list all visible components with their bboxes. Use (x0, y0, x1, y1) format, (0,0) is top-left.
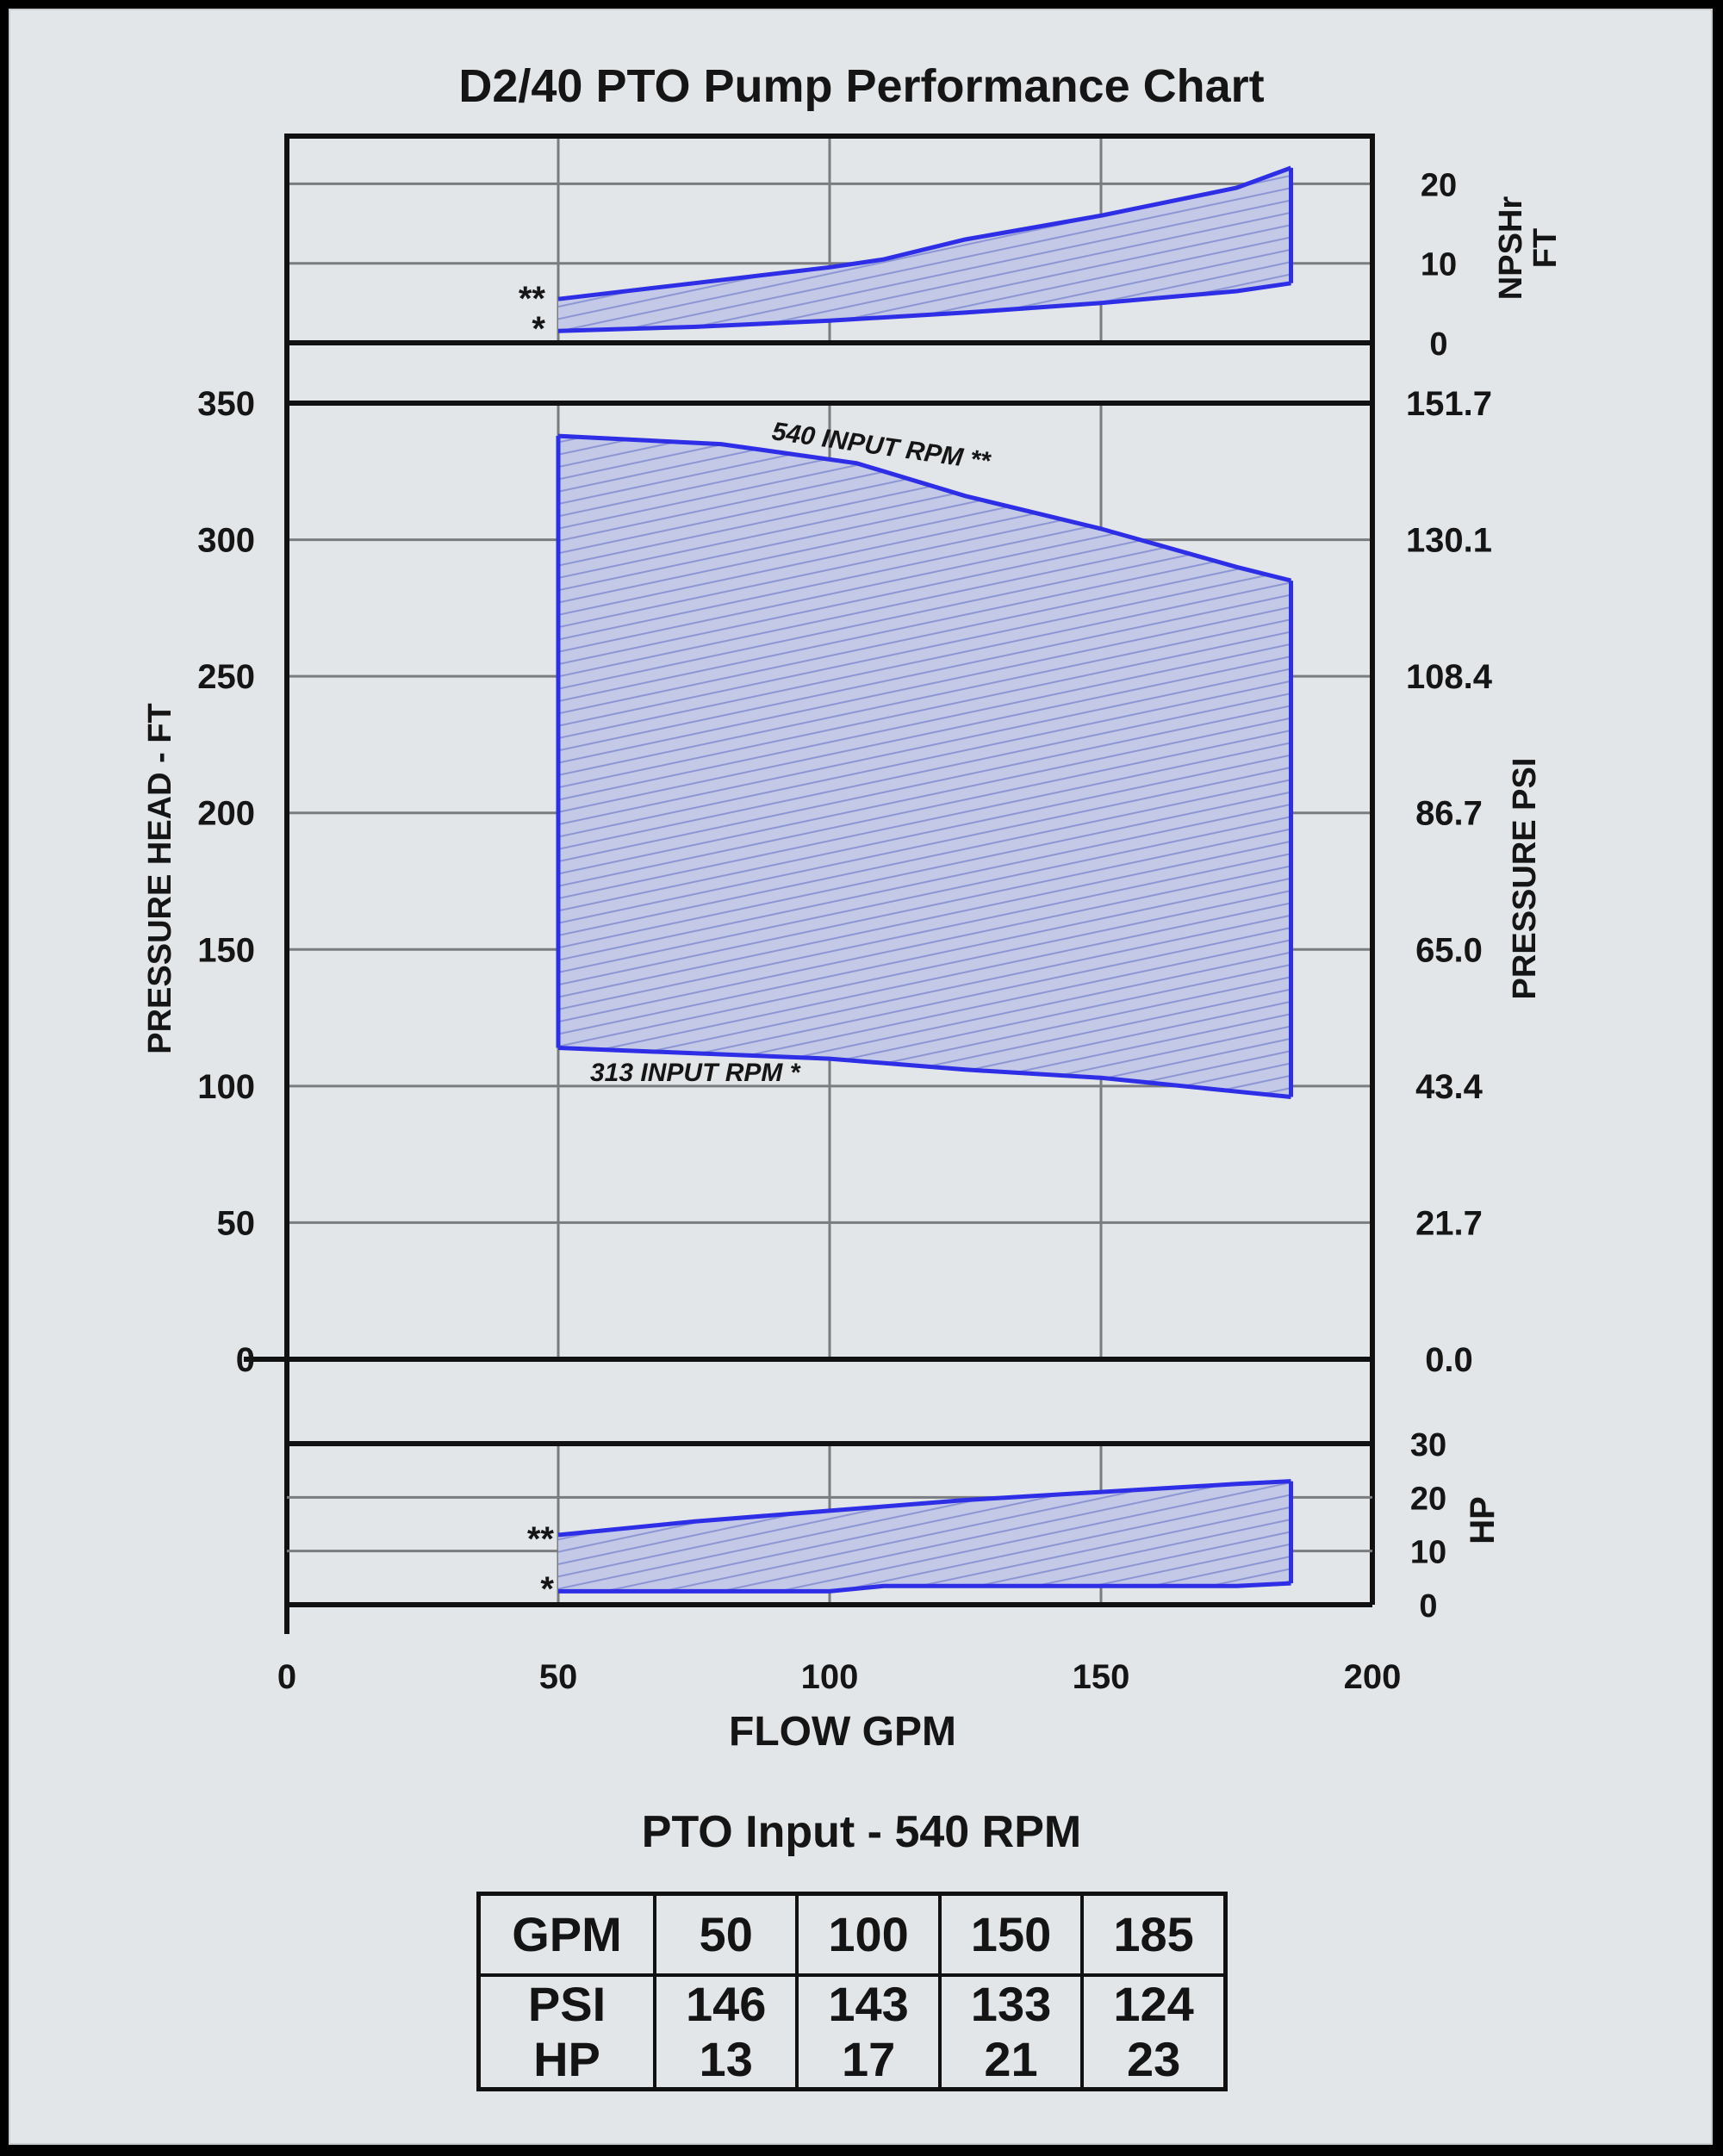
npshr-curve-540-rpm (557, 165, 1292, 301)
pressure-curve-540-rpm (557, 433, 1292, 583)
hp-axis-label: HP (1464, 1496, 1502, 1544)
npshr-y-tick-label: 20 (1421, 167, 1457, 203)
pressure-curve-label-313: 313 INPUT RPM * (590, 1059, 801, 1087)
hp-value: 21 (984, 2032, 1038, 2086)
y-tick-label-left: 150 (197, 931, 255, 969)
npshr-band (558, 167, 1291, 332)
y-tick-label-left: 250 (197, 658, 255, 696)
x-tick-label: 200 (1344, 1658, 1402, 1696)
pressure-band (558, 436, 1291, 1097)
y-tick-label-right: 21.7 (1415, 1204, 1483, 1242)
x-tick-label: 0 (277, 1658, 296, 1696)
npshr-label-line-1: NPSHr (1493, 196, 1529, 301)
y-tick-label-left: 0 (236, 1341, 255, 1379)
hp-band (558, 1481, 1291, 1592)
table-row-labels: PSI HP (476, 1973, 656, 2091)
table-cell: 146 13 (652, 1973, 799, 2091)
y-tick-label-right: 108.4 (1406, 658, 1493, 696)
x-tick-label: 150 (1073, 1658, 1130, 1696)
row-label-hp: HP (533, 2032, 600, 2086)
y-tick-label-right: 86.7 (1415, 795, 1483, 833)
hp-y-tick-label: 0 (1419, 1588, 1437, 1625)
psi-value: 124 (1113, 1977, 1194, 2031)
hp-y-tick-label: 30 (1410, 1427, 1446, 1463)
hp-curve-313-rpm (558, 1581, 1291, 1594)
y-tick-label-left: 50 (217, 1204, 256, 1242)
hp-marker-313: * (540, 1570, 554, 1608)
chart-frame (9, 9, 1713, 2145)
table-cell: 133 21 (937, 1973, 1085, 2091)
x-tick-label: 100 (801, 1658, 859, 1696)
table-header-cell: GPM (476, 1892, 656, 1977)
hp-curve-540-rpm (557, 1479, 1291, 1538)
table-header-cell: 185 (1080, 1892, 1228, 1977)
npshr-y-tick-label: 0 (1429, 326, 1447, 363)
y-tick-label-right: 0.0 (1425, 1341, 1473, 1379)
npshr-marker-540: ** (519, 280, 546, 318)
pressure-left-axis-label: PRESSURE HEAD - FT (142, 703, 178, 1053)
pto-input-table: GPM 50 100 150 185 PSI HP 146 13 143 17 … (476, 1892, 1228, 2091)
y-tick-label-left: 100 (197, 1068, 255, 1106)
hp-value: 23 (1126, 2032, 1181, 2086)
npshr-curve-313-rpm (557, 281, 1291, 333)
table-header-cell: 50 (652, 1892, 799, 1977)
npshr-marker-313: * (532, 310, 545, 348)
pressure-right-axis-label: PRESSURE PSI (1507, 758, 1543, 1000)
table-cell: 143 17 (795, 1973, 942, 2091)
hp-panel: 0 10 20 30 ** * HP (287, 1427, 1502, 1625)
table-cell: 124 23 (1080, 1973, 1228, 2091)
npshr-y-tick-label: 10 (1421, 247, 1457, 283)
x-axis-label: FLOW GPM (729, 1709, 956, 1755)
y-tick-label-left: 300 (197, 522, 255, 560)
psi-value: 133 (970, 1977, 1052, 2031)
chart-title: D2/40 PTO Pump Performance Chart (458, 60, 1264, 112)
table-header-row: GPM 50 100 150 185 (476, 1892, 1228, 1977)
y-tick-label-right: 130.1 (1406, 522, 1492, 560)
npshr-label-line-2: FT (1527, 228, 1564, 268)
table-header-cell: 100 (795, 1892, 942, 1977)
y-tick-label-left: 200 (197, 795, 255, 833)
psi-value: 146 (685, 1977, 767, 2031)
x-tick-label: 50 (539, 1658, 578, 1696)
pressure-curve-313-rpm (557, 1046, 1291, 1099)
hp-y-tick-label: 20 (1410, 1481, 1446, 1517)
table-title: PTO Input - 540 RPM (642, 1807, 1081, 1857)
y-tick-label-left: 350 (197, 385, 255, 423)
y-tick-label-right: 65.0 (1415, 931, 1483, 969)
table-header-cell: 150 (937, 1892, 1085, 1977)
table-body-row: PSI HP 146 13 143 17 133 21 124 23 (476, 1973, 1228, 2091)
hp-value: 17 (841, 2032, 896, 2086)
row-label-psi: PSI (527, 1977, 606, 2031)
psi-value: 143 (828, 1977, 909, 2031)
hp-marker-540: ** (527, 1520, 555, 1558)
hp-value: 13 (699, 2032, 753, 2086)
y-tick-label-right: 43.4 (1415, 1068, 1484, 1106)
y-tick-label-right: 151.7 (1406, 385, 1492, 423)
hp-y-tick-label: 10 (1410, 1535, 1446, 1571)
